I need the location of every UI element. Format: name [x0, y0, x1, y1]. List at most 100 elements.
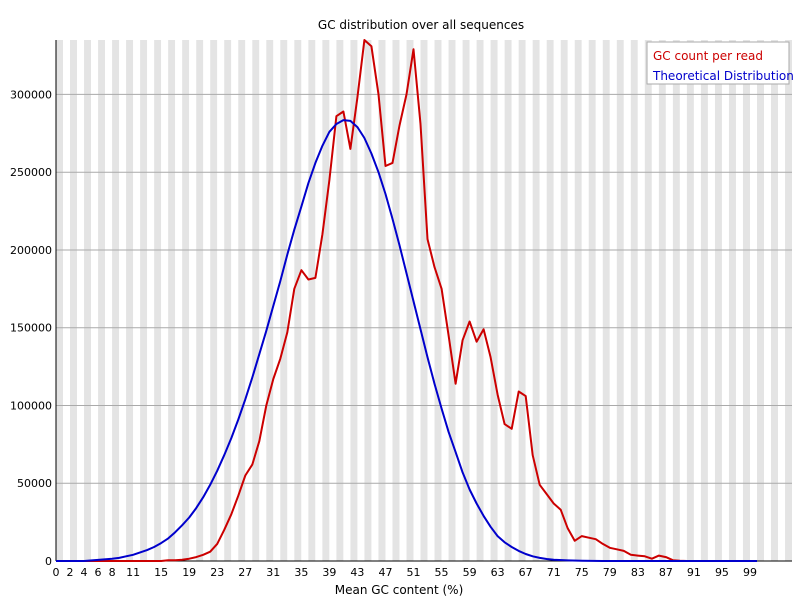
y-axis-ticks: 0 50000 100000 150000 200000 250000 300000	[10, 88, 52, 568]
x-tick-label: 79	[603, 566, 617, 579]
x-tick-label: 87	[659, 566, 673, 579]
plot-band	[147, 40, 155, 561]
plot-band	[266, 40, 274, 561]
plot-band	[441, 40, 449, 561]
plot-band	[203, 40, 211, 561]
plot-band	[778, 40, 786, 561]
plot-band	[357, 40, 365, 561]
plot-band	[399, 40, 407, 561]
plot-band	[245, 40, 253, 561]
plot-band	[56, 40, 64, 561]
plot-band	[455, 40, 463, 561]
plot-band	[581, 40, 589, 561]
plot-band	[742, 40, 750, 561]
plot-band	[140, 40, 148, 561]
plot-band	[196, 40, 204, 561]
plot-band	[126, 40, 134, 561]
plot-band	[413, 40, 421, 561]
plot-band	[588, 40, 596, 561]
plot-band	[294, 40, 302, 561]
plot-band	[539, 40, 547, 561]
plot-band	[785, 40, 792, 561]
plot-band	[161, 40, 169, 561]
x-tick-label: 2	[67, 566, 74, 579]
plot-band	[182, 40, 190, 561]
plot-band	[231, 40, 239, 561]
y-tick-label: 0	[45, 555, 52, 568]
x-tick-label: 4	[81, 566, 88, 579]
plot-band	[350, 40, 358, 561]
series-line-1	[56, 119, 757, 562]
plot-band	[595, 40, 603, 561]
plot-band	[707, 40, 715, 561]
y-tick-label: 150000	[10, 322, 52, 335]
plot-band	[252, 40, 260, 561]
x-tick-label: 63	[491, 566, 505, 579]
plot-band	[217, 40, 225, 561]
legend-box	[646, 41, 790, 85]
plot-band	[546, 40, 554, 561]
x-tick-label: 11	[126, 566, 140, 579]
plot-band	[322, 40, 330, 561]
plot-band	[749, 40, 757, 561]
plot-band	[679, 40, 687, 561]
plot-band	[168, 40, 176, 561]
plot-band	[714, 40, 722, 561]
plot-band	[532, 40, 540, 561]
plot-band	[644, 40, 652, 561]
x-axis-ticks: 0 2 4 6 8 11 15 19 23 27 31 35 39 43 47 51 55 59 63 67 71 75 7…	[53, 566, 757, 579]
plot-band	[693, 40, 701, 561]
plot-band	[329, 40, 337, 561]
plot-band	[735, 40, 743, 561]
plot-band	[504, 40, 512, 561]
plot-band	[84, 40, 92, 561]
plot-band	[336, 40, 344, 561]
x-tick-label: 8	[109, 566, 116, 579]
x-tick-label: 91	[687, 566, 701, 579]
x-tick-label: 67	[519, 566, 533, 579]
plot-band	[301, 40, 309, 561]
plot-band	[560, 40, 568, 561]
legend-entry-theoretical: Theoretical Distribution	[652, 69, 794, 83]
plot-band	[651, 40, 659, 561]
plot-band	[112, 40, 120, 561]
plot-band	[133, 40, 141, 561]
plot-band	[98, 40, 106, 561]
plot-band	[406, 40, 414, 561]
plot-band	[637, 40, 645, 561]
x-axis-label: Mean GC content (%)	[335, 583, 464, 597]
plot-band	[700, 40, 708, 561]
plot-band	[364, 40, 372, 561]
plot-band	[154, 40, 162, 561]
x-tick-label: 19	[182, 566, 196, 579]
x-tick-label: 39	[322, 566, 336, 579]
x-tick-label: 23	[210, 566, 224, 579]
y-tick-label: 300000	[10, 88, 52, 101]
plot-band	[189, 40, 197, 561]
x-tick-label: 27	[238, 566, 252, 579]
plot-band	[665, 40, 673, 561]
plot-band	[119, 40, 127, 561]
plot-band	[427, 40, 435, 561]
plot-band	[91, 40, 99, 561]
plot-band	[308, 40, 316, 561]
x-tick-label: 99	[743, 566, 757, 579]
plot-band	[287, 40, 295, 561]
y-tick-label: 50000	[17, 477, 52, 490]
plot-band	[483, 40, 491, 561]
series-lines	[56, 39, 757, 562]
x-tick-label: 59	[463, 566, 477, 579]
legend: GC count per read Theoretical Distributi…	[646, 41, 794, 85]
plot-band	[609, 40, 617, 561]
plot-band	[658, 40, 666, 561]
plot-band	[420, 40, 428, 561]
plot-band	[448, 40, 456, 561]
x-tick-label: 71	[547, 566, 561, 579]
plot-band	[280, 40, 288, 561]
plot-band	[497, 40, 505, 561]
plot-band	[434, 40, 442, 561]
x-tick-label: 75	[575, 566, 589, 579]
x-tick-label: 95	[715, 566, 729, 579]
plot-band	[764, 40, 772, 561]
